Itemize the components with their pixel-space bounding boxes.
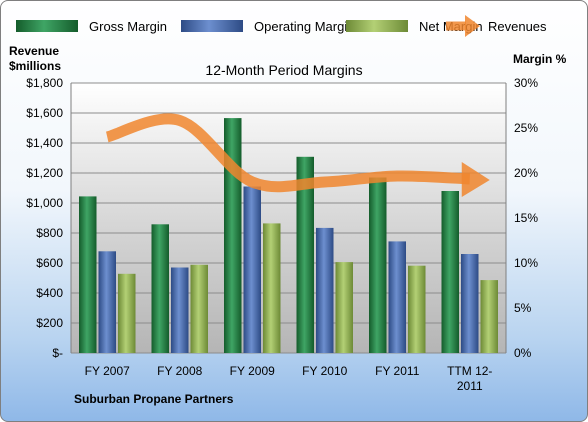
revenues-line bbox=[105, 113, 470, 193]
right-tick-label: 15% bbox=[514, 211, 538, 225]
bar-operating-margin bbox=[98, 251, 116, 353]
bar-operating-margin bbox=[388, 241, 406, 353]
left-tick-label: $1,800 bbox=[26, 76, 63, 90]
bar-gross-margin bbox=[224, 118, 242, 353]
category-label: FY 2007 bbox=[85, 364, 130, 378]
bar-operating-margin bbox=[243, 186, 261, 353]
legend-swatch-net-margin bbox=[346, 20, 408, 32]
bar-gross-margin bbox=[151, 224, 169, 353]
bar-gross-margin bbox=[369, 177, 387, 353]
left-tick-label: $1,000 bbox=[26, 196, 63, 210]
revenues-arrowhead bbox=[461, 162, 490, 197]
left-axis-title: Revenue bbox=[9, 44, 59, 58]
bar-operating-margin bbox=[316, 227, 334, 353]
bar-net-margin bbox=[190, 264, 208, 353]
right-tick-label: 10% bbox=[514, 256, 538, 270]
category-label: FY 2008 bbox=[157, 364, 202, 378]
bar-operating-margin bbox=[171, 267, 189, 353]
right-tick-label: 0% bbox=[514, 346, 532, 360]
category-label: FY 2011 bbox=[375, 364, 420, 378]
left-tick-label: $- bbox=[52, 346, 63, 360]
right-tick-label: 20% bbox=[514, 166, 538, 180]
right-tick-label: 25% bbox=[514, 121, 538, 135]
left-axis-title: $millions bbox=[9, 59, 61, 73]
category-label: FY 2009 bbox=[230, 364, 275, 378]
bar-net-margin bbox=[480, 280, 498, 353]
left-tick-label: $1,400 bbox=[26, 136, 63, 150]
category-label: TTM 12- bbox=[447, 364, 492, 378]
right-tick-label: 30% bbox=[514, 76, 538, 90]
left-tick-label: $400 bbox=[36, 286, 63, 300]
bar-net-margin bbox=[408, 265, 426, 353]
left-tick-label: $1,200 bbox=[26, 166, 63, 180]
bar-gross-margin bbox=[296, 156, 314, 353]
legend-label-revenues: Revenues bbox=[488, 19, 547, 34]
bar-net-margin bbox=[118, 273, 136, 353]
legend-swatch-operating-margin bbox=[181, 20, 243, 32]
chart-title: 12-Month Period Margins bbox=[205, 62, 362, 78]
bar-gross-margin bbox=[79, 196, 97, 353]
left-tick-label: $200 bbox=[36, 316, 63, 330]
legend-swatch-gross-margin bbox=[16, 20, 78, 32]
right-tick-label: 5% bbox=[514, 301, 532, 315]
bar-net-margin bbox=[335, 262, 353, 353]
legend-arrowhead-revenues bbox=[465, 15, 480, 37]
legend-label-gross-margin: Gross Margin bbox=[89, 19, 167, 34]
bar-operating-margin bbox=[461, 254, 479, 353]
bar-net-margin bbox=[263, 223, 281, 353]
right-axis-title: Margin % bbox=[513, 52, 567, 66]
legend-label-operating-margin: Operating Margin bbox=[254, 19, 354, 34]
left-tick-label: $1,600 bbox=[26, 106, 63, 120]
category-label: 2011 bbox=[457, 379, 483, 393]
left-tick-label: $800 bbox=[36, 226, 63, 240]
left-tick-label: $600 bbox=[36, 256, 63, 270]
company-name: Suburban Propane Partners bbox=[74, 392, 234, 406]
category-label: FY 2010 bbox=[302, 364, 347, 378]
bar-gross-margin bbox=[441, 191, 459, 353]
